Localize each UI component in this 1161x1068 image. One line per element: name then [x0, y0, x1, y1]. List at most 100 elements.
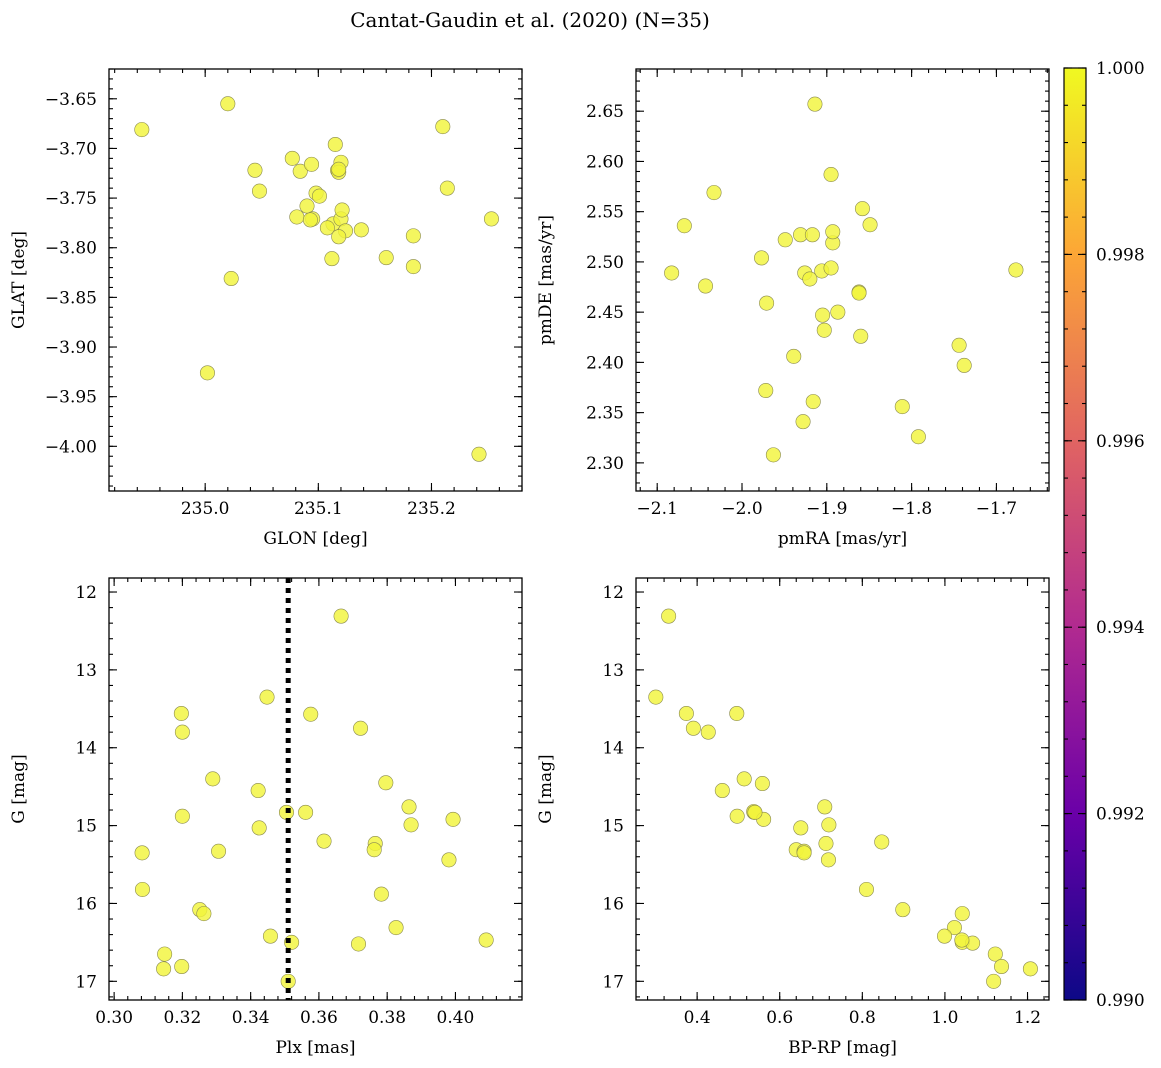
data-point — [223, 271, 239, 287]
y-tick-label: −3.90 — [45, 338, 97, 358]
y-tick-label: −3.75 — [45, 189, 97, 209]
y-tick-label: −3.85 — [45, 288, 97, 308]
x-axis-label: pmRA [mas/yr] — [778, 529, 907, 549]
data-point — [818, 836, 834, 852]
figure-title: Cantat-Gaudin et al. (2020) (N=35) — [350, 8, 710, 32]
x-tick-label: 0.38 — [368, 1008, 406, 1028]
data-point — [823, 260, 839, 276]
data-point — [284, 150, 300, 166]
data-point — [388, 920, 404, 936]
y-tick-label: 2.60 — [586, 152, 624, 172]
y-axis-label: pmDE [mas/yr] — [536, 215, 556, 345]
data-point — [316, 833, 332, 849]
data-point — [435, 119, 451, 135]
axes-frame — [635, 68, 1050, 492]
data-point — [289, 209, 305, 225]
y-tick-label: 12 — [75, 583, 97, 603]
data-point — [403, 817, 419, 833]
data-point — [786, 348, 802, 364]
colorbar-tick-label: 1.000 — [1096, 59, 1145, 79]
y-tick-label: 17 — [602, 972, 624, 992]
y-tick-label: −3.70 — [45, 139, 97, 159]
data-point — [815, 307, 831, 323]
data-point — [874, 834, 890, 850]
data-point — [134, 122, 150, 138]
data-point — [986, 973, 1002, 989]
data-point — [862, 217, 878, 233]
data-point — [211, 843, 227, 859]
data-point — [736, 771, 752, 787]
y-tick-label: 2.40 — [586, 353, 624, 373]
data-point — [1022, 961, 1038, 977]
data-point — [324, 251, 340, 267]
data-point — [259, 689, 275, 705]
data-point — [205, 771, 221, 787]
data-point — [661, 608, 677, 624]
data-point — [796, 845, 812, 861]
y-tick-label: 16 — [75, 894, 97, 914]
x-tick-label: 0.36 — [300, 1008, 338, 1028]
y-tick-label: 17 — [75, 972, 97, 992]
data-point — [319, 220, 335, 236]
data-point — [853, 328, 869, 344]
y-axis-label: G [mag] — [9, 754, 29, 823]
data-point — [247, 162, 263, 178]
data-point — [478, 932, 494, 948]
data-point — [706, 185, 722, 201]
y-tick-label: 15 — [602, 817, 624, 837]
data-point — [816, 322, 832, 338]
data-point — [134, 881, 150, 897]
y-tick-label: 13 — [602, 661, 624, 681]
data-point — [353, 720, 369, 736]
data-point — [333, 608, 349, 624]
data-point — [304, 156, 320, 172]
data-point — [174, 808, 190, 824]
data-point — [299, 198, 315, 214]
data-point — [220, 96, 236, 112]
data-point — [807, 96, 823, 112]
data-point — [951, 337, 967, 353]
y-tick-label: 13 — [75, 661, 97, 681]
data-point — [793, 820, 809, 836]
colorbar-tick-label: 0.998 — [1096, 245, 1145, 265]
panel-proper-motion: −2.1 −2.0 −1.9 −1.8 −1.7 2.30 2.35 2.40 2.45 2.50… — [536, 68, 1050, 549]
panel-parallax-magnitude: 0.30 0.32 0.34 0.36 0.38 0.40 12 13 14 15 16 17 Plx … — [9, 577, 523, 1058]
data-point — [758, 383, 774, 399]
axes-frame — [108, 577, 523, 1001]
data-point — [754, 250, 770, 266]
data-point — [378, 775, 394, 791]
data-point — [199, 365, 215, 381]
data-point — [292, 163, 308, 179]
data-point — [823, 167, 839, 183]
x-tick-label: 235.0 — [181, 499, 230, 519]
data-point — [262, 928, 278, 944]
data-point — [729, 808, 745, 824]
x-tick-label: 1.0 — [931, 1008, 958, 1028]
colorbar-tick-label: 0.992 — [1096, 805, 1145, 825]
data-point — [858, 881, 874, 897]
data-point — [664, 265, 680, 281]
colorbar-gradient — [1063, 67, 1087, 1001]
x-tick-label: −1.8 — [891, 499, 932, 519]
x-tick-label: 0.30 — [95, 1008, 133, 1028]
data-point — [648, 689, 664, 705]
x-tick-label: 0.6 — [766, 1008, 793, 1028]
x-tick-label: 235.2 — [407, 499, 456, 519]
data-point — [439, 180, 455, 196]
data-point — [747, 804, 763, 820]
data-point — [854, 201, 870, 217]
y-tick-label: 14 — [75, 739, 97, 759]
y-tick-label: 16 — [602, 894, 624, 914]
data-point — [483, 211, 499, 227]
y-axis-label: GLAT [deg] — [9, 231, 29, 329]
data-point — [937, 928, 953, 944]
y-tick-label: 2.50 — [586, 253, 624, 273]
data-point — [851, 285, 867, 301]
axes-frame — [108, 68, 523, 492]
data-point — [777, 232, 793, 248]
x-axis-label: Plx [mas] — [275, 1038, 355, 1058]
data-point — [157, 946, 173, 962]
data-point — [804, 227, 820, 243]
data-point — [298, 804, 314, 820]
